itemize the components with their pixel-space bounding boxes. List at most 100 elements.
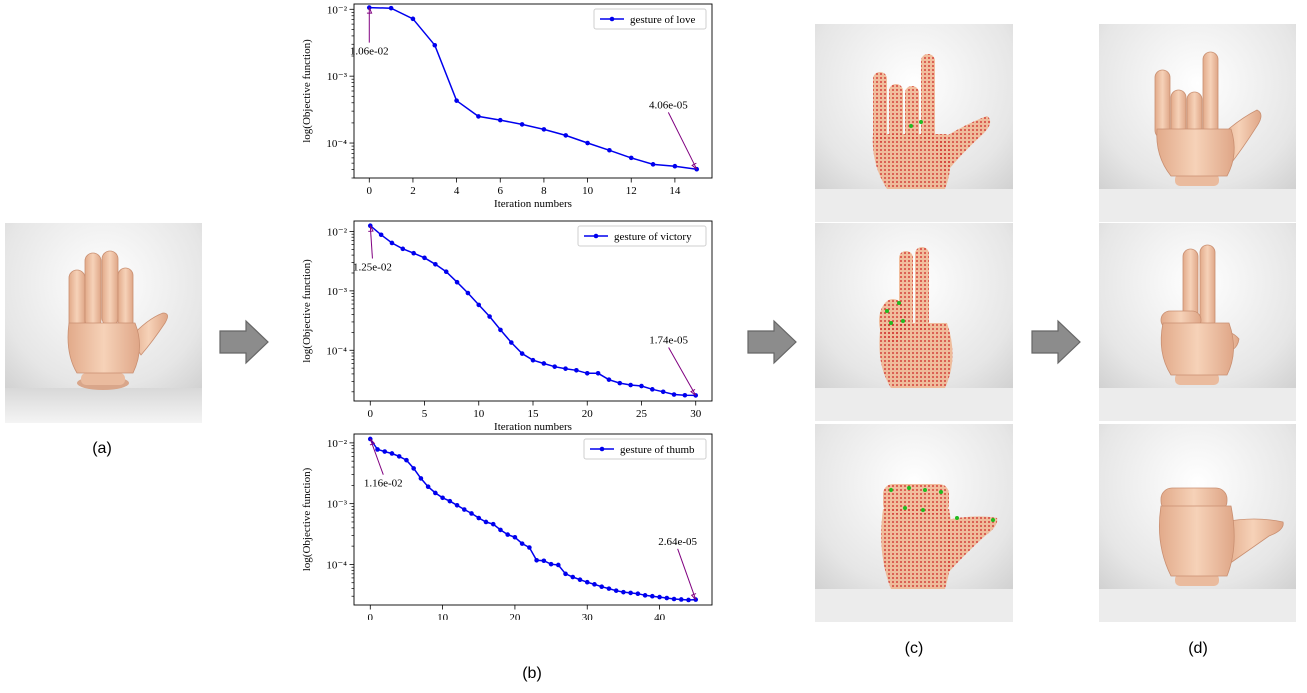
panel-label-c: (c) bbox=[904, 640, 924, 657]
data-point bbox=[682, 392, 688, 398]
data-point bbox=[400, 246, 406, 252]
y-tick-label: 10⁻⁴ bbox=[326, 345, 347, 357]
data-point bbox=[678, 597, 684, 602]
deformed-hand-victory-image bbox=[815, 223, 1013, 421]
objective-chart-victory: 10⁻² 10⁻³ 10⁻⁴ 0 5 10 15 20 25 30 Iteration number… bbox=[301, 220, 713, 431]
data-point bbox=[461, 507, 467, 512]
annotation-arrow bbox=[667, 112, 698, 170]
x-axis-label: Iteration numbers bbox=[494, 421, 572, 431]
x-tick-label: 30 bbox=[690, 408, 702, 420]
data-point bbox=[570, 574, 576, 580]
data-point bbox=[476, 302, 482, 308]
data-point bbox=[404, 457, 409, 463]
data-point bbox=[563, 366, 568, 371]
data-point bbox=[512, 534, 518, 540]
data-point bbox=[556, 562, 561, 568]
series-line-gesture-of-thumb bbox=[369, 438, 696, 601]
data-point bbox=[389, 240, 395, 246]
y-tick-label: 10⁻⁴ bbox=[326, 559, 347, 571]
data-point bbox=[490, 521, 496, 527]
data-point bbox=[432, 42, 438, 48]
data-point bbox=[498, 527, 503, 533]
data-point bbox=[686, 597, 691, 603]
data-point bbox=[613, 588, 619, 593]
annotation-arrowhead bbox=[691, 162, 698, 170]
data-point bbox=[592, 582, 597, 587]
panel-label-d: (d) bbox=[1188, 640, 1208, 657]
data-point bbox=[577, 577, 583, 583]
data-point bbox=[541, 558, 547, 564]
data-point bbox=[639, 383, 644, 389]
x-tick-label: 2 bbox=[410, 185, 416, 197]
data-point bbox=[443, 269, 449, 275]
data-point bbox=[584, 370, 590, 376]
x-tick-label: 15 bbox=[528, 408, 540, 420]
x-tick-label: 0 bbox=[368, 408, 374, 420]
data-point bbox=[454, 98, 459, 103]
data-point bbox=[606, 377, 612, 382]
data-point bbox=[498, 327, 503, 333]
data-point bbox=[541, 127, 547, 132]
x-tick-label: 10 bbox=[582, 185, 594, 197]
annotation-arrowhead bbox=[366, 7, 373, 14]
data-point bbox=[671, 596, 677, 602]
data-point bbox=[389, 451, 395, 456]
data-point bbox=[454, 279, 460, 285]
data-point bbox=[585, 140, 590, 146]
data-point bbox=[497, 117, 503, 123]
data-point bbox=[606, 586, 612, 591]
legend-box bbox=[577, 225, 707, 247]
data-point bbox=[505, 532, 510, 537]
right-arrow-icon bbox=[1031, 319, 1081, 365]
x-tick-label: 20 bbox=[582, 408, 594, 420]
data-point bbox=[607, 147, 612, 153]
data-point bbox=[411, 250, 416, 256]
data-point bbox=[411, 466, 416, 471]
objective-chart-thumb: 10⁻²10⁻³10⁻⁴010203040Iteration numberslo… bbox=[301, 433, 713, 620]
data-point bbox=[382, 449, 388, 454]
annotation-arrowhead bbox=[690, 593, 697, 600]
data-point bbox=[563, 571, 568, 577]
y-tick-label: 10⁻⁴ bbox=[326, 138, 347, 150]
x-tick-label: 6 bbox=[498, 185, 504, 197]
annotation-arrow bbox=[668, 347, 697, 396]
annotation-label: 1.25e-02 bbox=[353, 262, 392, 274]
data-point bbox=[642, 593, 648, 598]
annotation-arrowhead bbox=[369, 438, 376, 446]
x-tick-label: 40 bbox=[654, 612, 666, 620]
data-point bbox=[650, 387, 655, 392]
data-point bbox=[650, 593, 655, 599]
data-point bbox=[433, 490, 438, 496]
data-point bbox=[534, 557, 539, 563]
annotation-arrow bbox=[677, 548, 697, 600]
data-point bbox=[530, 357, 536, 363]
x-tick-label: 0 bbox=[368, 612, 374, 620]
data-point bbox=[418, 476, 424, 481]
data-point bbox=[650, 162, 656, 167]
plot-frame bbox=[353, 3, 713, 179]
x-tick-label: 20 bbox=[509, 612, 521, 620]
data-point bbox=[454, 502, 460, 508]
data-point bbox=[635, 591, 641, 596]
legend-box bbox=[583, 438, 707, 460]
result-hand-thumb-image bbox=[1099, 424, 1296, 622]
x-tick-label: 12 bbox=[626, 185, 637, 197]
series-line-gesture-of-victory bbox=[369, 225, 696, 397]
panel-label-a: (a) bbox=[92, 440, 112, 457]
data-point bbox=[664, 595, 670, 601]
data-point bbox=[552, 364, 557, 369]
data-point bbox=[672, 163, 678, 169]
objective-chart-love: 10⁻² 10⁻³ 10⁻⁴ 0 2 4 6 8 10 12 14 Iteration numbers… bbox=[301, 3, 713, 210]
series-line-gesture-of-love bbox=[369, 6, 697, 170]
data-point bbox=[509, 340, 514, 345]
data-point bbox=[563, 133, 569, 138]
x-tick-label: 0 bbox=[367, 185, 373, 197]
data-point bbox=[660, 389, 666, 395]
legend-label: gesture of victory bbox=[614, 231, 692, 243]
x-tick-label: 5 bbox=[422, 408, 428, 420]
x-tick-label: 30 bbox=[582, 612, 594, 620]
data-point bbox=[548, 561, 554, 567]
data-point bbox=[465, 290, 471, 296]
data-point bbox=[396, 454, 402, 459]
data-point bbox=[367, 223, 373, 229]
